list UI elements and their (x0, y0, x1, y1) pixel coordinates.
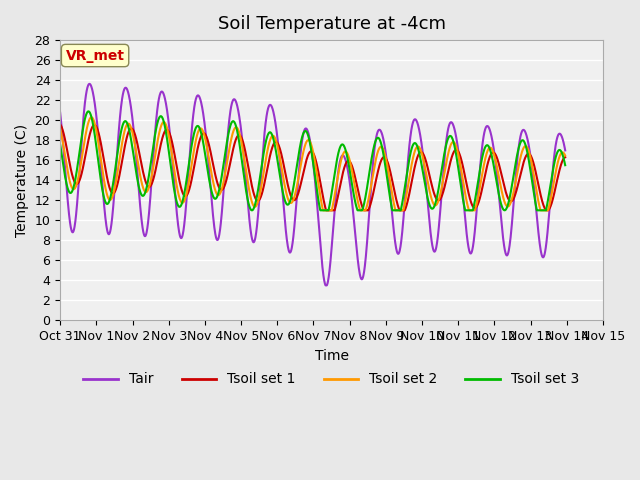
Tsoil set 3 (547, 179, 555, 184)
Line: Tair: Tair (60, 84, 565, 286)
Tair (547, 188, 555, 193)
Tair (82, 92, 90, 98)
Tsoil set 3 (454, 166, 462, 171)
Tsoil set 2 (56, 125, 64, 131)
Tsoil set 2 (88, 114, 95, 120)
Tair (454, 148, 462, 154)
Tsoil set 1 (302, 160, 310, 166)
Tsoil set 3 (561, 162, 569, 168)
Tsoil set 3 (84, 108, 92, 114)
Tair (322, 283, 330, 288)
Tsoil set 1 (547, 204, 554, 209)
Tair (302, 126, 310, 132)
Tsoil set 1 (323, 207, 330, 213)
Line: Tsoil set 1: Tsoil set 1 (60, 124, 565, 210)
Tsoil set 2 (561, 153, 569, 158)
Tsoil set 1 (547, 203, 555, 209)
Tsoil set 1 (82, 150, 90, 156)
Tsoil set 2 (454, 152, 462, 157)
Tsoil set 1 (56, 121, 64, 127)
X-axis label: Time: Time (314, 349, 349, 363)
Tair (289, 240, 296, 246)
Tsoil set 3 (289, 188, 297, 193)
Tsoil set 3 (56, 142, 64, 147)
Line: Tsoil set 3: Tsoil set 3 (60, 111, 565, 210)
Tsoil set 1 (561, 155, 569, 160)
Tsoil set 3 (248, 207, 255, 213)
Tair (56, 110, 64, 116)
Tsoil set 2 (547, 194, 555, 200)
Tsoil set 2 (302, 140, 310, 146)
Tsoil set 1 (289, 196, 296, 202)
Title: Soil Temperature at -4cm: Soil Temperature at -4cm (218, 15, 445, 33)
Tair (561, 147, 569, 153)
Tsoil set 3 (82, 112, 90, 118)
Tsoil set 2 (319, 207, 327, 213)
Y-axis label: Temperature (C): Temperature (C) (15, 124, 29, 237)
Text: VR_met: VR_met (65, 48, 125, 62)
Tsoil set 1 (454, 148, 462, 154)
Tsoil set 2 (289, 199, 296, 204)
Tsoil set 2 (82, 130, 90, 136)
Tair (547, 191, 555, 196)
Tsoil set 2 (547, 196, 555, 202)
Line: Tsoil set 2: Tsoil set 2 (60, 117, 565, 210)
Tsoil set 3 (547, 180, 555, 186)
Tsoil set 3 (302, 129, 310, 134)
Tair (86, 81, 93, 87)
Legend: Tair, Tsoil set 1, Tsoil set 2, Tsoil set 3: Tair, Tsoil set 1, Tsoil set 2, Tsoil se… (78, 367, 585, 392)
